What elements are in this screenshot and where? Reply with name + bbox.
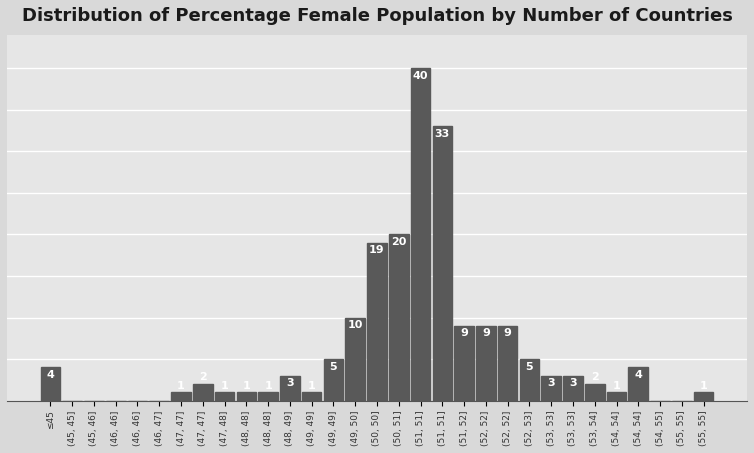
Text: 10: 10	[348, 320, 363, 330]
Bar	[563, 376, 583, 401]
Text: 20: 20	[391, 237, 406, 247]
Text: 9: 9	[460, 328, 468, 338]
Bar	[433, 126, 452, 401]
Text: 5: 5	[329, 361, 337, 371]
Bar	[411, 68, 431, 401]
Text: 3: 3	[547, 378, 555, 388]
Bar	[694, 392, 713, 401]
Bar	[323, 359, 343, 401]
Text: 1: 1	[177, 381, 185, 391]
Bar	[237, 392, 256, 401]
Text: 33: 33	[435, 129, 450, 139]
Text: 1: 1	[308, 381, 316, 391]
Bar	[280, 376, 299, 401]
Bar	[215, 392, 234, 401]
Text: 2: 2	[591, 372, 599, 382]
Text: 3: 3	[286, 378, 294, 388]
Text: 5: 5	[526, 361, 533, 371]
Title: Distribution of Percentage Female Population by Number of Countries: Distribution of Percentage Female Popula…	[22, 7, 732, 25]
Text: 9: 9	[504, 328, 511, 338]
Bar	[259, 392, 278, 401]
Text: 40: 40	[412, 71, 428, 81]
Text: 1: 1	[221, 381, 228, 391]
Bar	[367, 243, 387, 401]
Text: 4: 4	[47, 370, 54, 380]
Text: 1: 1	[700, 381, 707, 391]
Bar	[629, 367, 648, 401]
Bar	[389, 234, 409, 401]
Bar	[302, 392, 321, 401]
Text: 1: 1	[264, 381, 272, 391]
Text: 1: 1	[613, 381, 621, 391]
Bar	[476, 326, 495, 401]
Bar	[607, 392, 627, 401]
Text: 9: 9	[482, 328, 490, 338]
Bar	[520, 359, 539, 401]
Text: 3: 3	[569, 378, 577, 388]
Bar	[455, 326, 474, 401]
Text: 2: 2	[199, 372, 207, 382]
Bar	[585, 384, 605, 401]
Text: 4: 4	[634, 370, 642, 380]
Bar	[541, 376, 561, 401]
Bar	[498, 326, 517, 401]
Bar	[171, 392, 191, 401]
Bar	[345, 318, 365, 401]
Bar	[41, 367, 60, 401]
Bar	[193, 384, 213, 401]
Text: 19: 19	[369, 245, 385, 255]
Text: 1: 1	[243, 381, 250, 391]
